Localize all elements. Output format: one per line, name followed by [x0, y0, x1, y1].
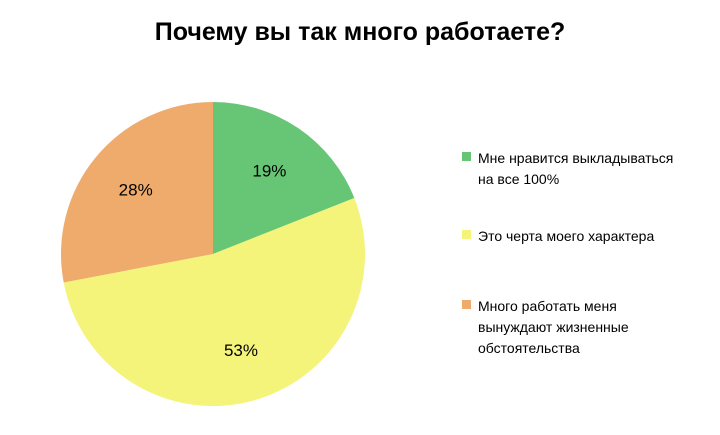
- pie-slice-2: [60, 102, 213, 283]
- legend-swatch-1: [462, 230, 471, 239]
- pie-slice-1: [63, 198, 366, 406]
- pie-slice-0: [213, 102, 355, 254]
- slice-label-1: 53%: [224, 341, 258, 360]
- legend-label-0: Мне нравится выкладываться на все 100%: [478, 150, 674, 187]
- slice-label-0: 19%: [252, 162, 286, 181]
- legend-label-2: Много работать меня вынуждают жизненные …: [478, 298, 629, 356]
- legend-label-1: Это черта моего характера: [478, 228, 655, 244]
- legend-swatch-2: [462, 300, 471, 309]
- legend-swatch-0: [462, 152, 471, 161]
- chart-title: Почему вы так много работаете?: [154, 18, 566, 46]
- slice-label-2: 28%: [119, 181, 153, 200]
